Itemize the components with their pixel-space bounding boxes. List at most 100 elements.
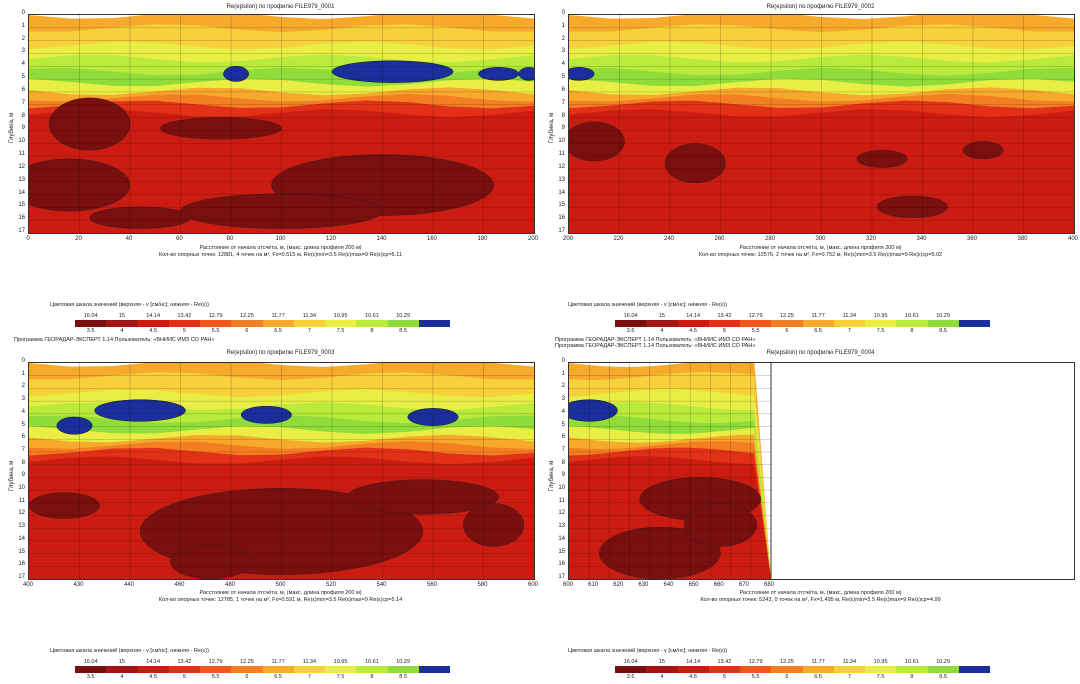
y-tick-label: 3 xyxy=(21,48,25,55)
y-tick-label: 6 xyxy=(561,434,565,441)
y-tick-label: 14 xyxy=(18,189,25,196)
y-tick-label: 2 xyxy=(21,35,25,42)
x-tick-label: 320 xyxy=(865,236,876,242)
color-scale-label: 12.25 xyxy=(779,659,794,665)
y-tick-label: 15 xyxy=(558,548,565,555)
color-scale-label: 11.34 xyxy=(842,313,857,319)
color-scale-label: 7.5 xyxy=(336,328,345,334)
x-tick-label: 430 xyxy=(73,582,84,588)
y-tick-label: 14 xyxy=(18,535,25,542)
color-scale-label: 16.04 xyxy=(623,313,638,319)
color-scale-swatch xyxy=(325,666,357,673)
color-scale-label: 7.5 xyxy=(336,674,345,680)
y-tick-label: 12 xyxy=(18,510,25,517)
color-scale-label: 11.34 xyxy=(302,659,317,665)
color-scale-title: Цветовая шкала значений (верхняя - v [см… xyxy=(568,302,727,308)
y-tick-label: 16 xyxy=(18,561,25,568)
color-scale-label: 14.14 xyxy=(686,313,701,319)
x-tick-label: 460 xyxy=(174,582,185,588)
y-tick-label: 10 xyxy=(558,138,565,145)
color-scale-label: 5 xyxy=(182,328,186,334)
color-scale-label: 12.79 xyxy=(208,313,223,319)
y-tick-label: 9 xyxy=(21,125,25,132)
y-tick-label: 11 xyxy=(558,151,565,158)
color-scale-label: 10.95 xyxy=(873,313,888,319)
profile-info: Кол-во опорных точек: 12576, 2 точек на … xyxy=(698,252,943,258)
x-tick-label: 480 xyxy=(224,582,235,588)
color-scale-label: 8.5 xyxy=(399,328,407,334)
color-scale-swatch xyxy=(137,320,169,327)
color-scale-label: 8 xyxy=(910,674,914,680)
x-tick-label: 500 xyxy=(275,582,286,588)
low-value-zone xyxy=(89,206,191,229)
panel-title: Re(epsilon) по профилю FILE979_0002 xyxy=(766,4,875,10)
color-scale-label: 3.5 xyxy=(626,674,635,680)
color-scale-swatch xyxy=(833,666,865,673)
color-scale-swatch xyxy=(387,320,419,327)
program-info: Программа ГЕОРАДАР-ЭКСПЕРТ 1.14 Пользова… xyxy=(555,343,756,349)
color-scale-label: 15 xyxy=(118,659,125,665)
x-tick-label: 240 xyxy=(663,236,674,242)
y-axis-label: Глубина, м xyxy=(549,112,555,143)
low-value-zone xyxy=(463,503,525,547)
color-scale-label: 7 xyxy=(847,328,851,334)
color-scale-label: 12.25 xyxy=(239,313,254,319)
x-tick-label: 610 xyxy=(588,582,599,588)
color-scale-label: 15 xyxy=(118,313,125,319)
y-tick-label: 17 xyxy=(18,228,25,234)
color-scale-label: 7 xyxy=(307,674,311,680)
color-scale-label: 11.34 xyxy=(302,313,317,319)
low-value-zone xyxy=(48,97,131,151)
y-tick-label: 3 xyxy=(21,396,25,403)
color-scale-swatch xyxy=(325,320,357,327)
color-scale-label: 10.29 xyxy=(396,659,411,665)
y-tick-label: 6 xyxy=(21,86,25,93)
color-scale-label: 4.5 xyxy=(689,328,697,334)
y-tick-label: 10 xyxy=(558,485,565,492)
color-scale-swatch xyxy=(615,320,647,327)
y-tick-label: 5 xyxy=(561,421,565,428)
y-tick-label: 1 xyxy=(561,370,565,377)
y-tick-label: 15 xyxy=(558,202,565,209)
color-scale-label: 10.29 xyxy=(936,659,951,665)
color-scale-swatch xyxy=(231,666,263,673)
color-scale-label: 4.5 xyxy=(689,674,697,680)
color-scale-title: Цветовая шкала значений (верхняя - v [см… xyxy=(568,648,727,654)
color-scale-label: 10.61 xyxy=(364,313,379,319)
color-scale-swatch xyxy=(356,666,388,673)
color-scale-title: Цветовая шкала значений (верхняя - v [см… xyxy=(50,648,209,654)
color-scale-label: 15 xyxy=(658,313,665,319)
color-scale-label: 12.79 xyxy=(748,659,763,665)
color-scale-label: 12.25 xyxy=(779,313,794,319)
color-scale-label: 11.77 xyxy=(271,659,285,665)
heatmap-svg xyxy=(29,363,534,579)
color-scale-label: 5.5 xyxy=(751,328,760,334)
x-tick-label: 440 xyxy=(123,582,134,588)
y-tick-label: 4 xyxy=(21,408,25,415)
color-scale-label: 13.42 xyxy=(717,313,732,319)
y-tick-label: 5 xyxy=(561,74,565,81)
color-scale-swatch xyxy=(387,666,419,673)
high-value-zone xyxy=(407,408,459,426)
x-tick-label: 260 xyxy=(714,236,725,242)
y-tick-label: 1 xyxy=(21,370,25,377)
low-value-zone xyxy=(683,503,758,547)
color-scale-swatch xyxy=(958,320,990,327)
color-scale-label: 12.79 xyxy=(208,659,223,665)
x-tick-label: 60 xyxy=(176,236,183,242)
high-value-zone xyxy=(478,67,520,81)
color-scale-swatch xyxy=(293,320,325,327)
color-scale-title: Цветовая шкала значений (верхняя - v [см… xyxy=(50,302,209,308)
x-tick-label: 140 xyxy=(376,236,387,242)
y-tick-label: 9 xyxy=(561,125,565,132)
y-tick-label: 2 xyxy=(561,383,565,390)
color-scale-swatch xyxy=(262,666,294,673)
y-tick-label: 8 xyxy=(21,459,25,466)
program-info: Программа ГЕОРАДАР-ЭКСПЕРТ 1.14 Пользова… xyxy=(555,337,756,343)
low-value-zone xyxy=(346,479,499,515)
y-tick-label: 4 xyxy=(21,61,25,68)
x-tick-label: 0 xyxy=(26,236,30,242)
x-tick-label: 620 xyxy=(613,582,624,588)
profile-info: Кол-во опорных точек: 12785, 1 точек на … xyxy=(158,597,403,603)
x-tick-label: 40 xyxy=(125,236,133,242)
